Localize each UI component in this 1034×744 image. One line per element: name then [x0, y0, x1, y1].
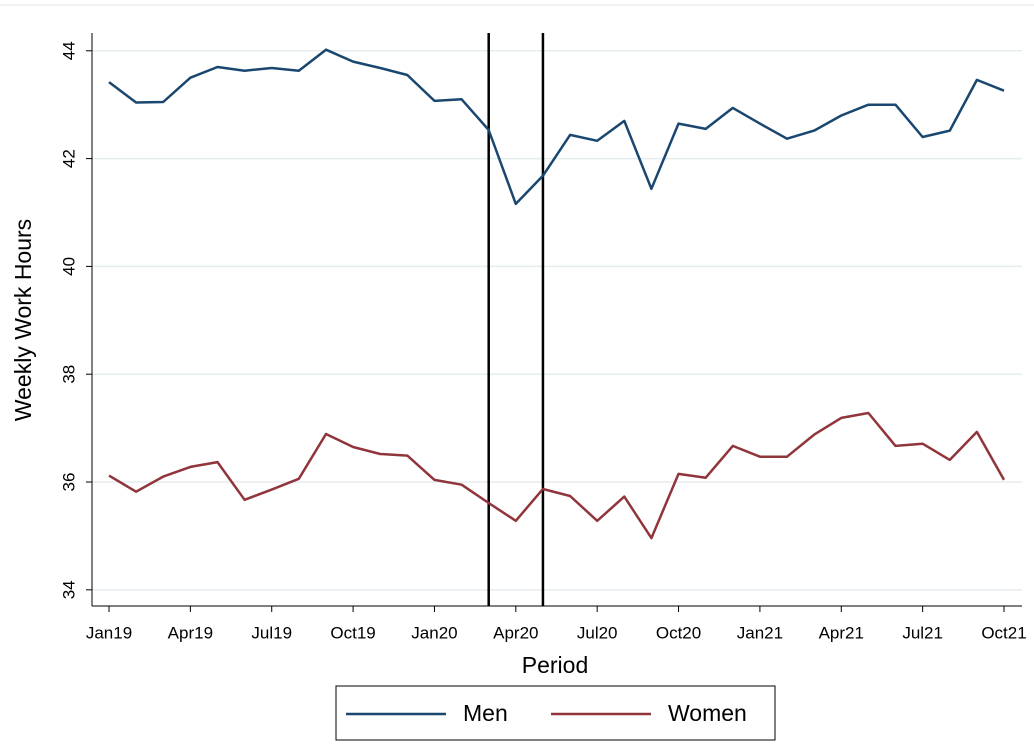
- x-tick-label: Apr20: [493, 623, 538, 642]
- x-tick-label: Jul19: [251, 623, 292, 642]
- y-tick-label: 44: [59, 41, 78, 60]
- legend-label: Men: [463, 700, 508, 726]
- legend-label: Women: [668, 700, 747, 726]
- x-tick-label: Oct20: [656, 623, 701, 642]
- x-tick-label: Jul21: [902, 623, 943, 642]
- y-tick-label: 34: [59, 580, 78, 599]
- x-tick-label: Jul20: [577, 623, 618, 642]
- x-tick-label: Jan20: [411, 623, 457, 642]
- y-axis-title: Weekly Work Hours: [10, 219, 36, 421]
- x-tick-label: Jan19: [86, 623, 132, 642]
- x-tick-label: Oct21: [981, 623, 1026, 642]
- y-tick-label: 36: [59, 473, 78, 492]
- y-tick-label: 40: [59, 257, 78, 276]
- x-tick-label: Jan21: [737, 623, 783, 642]
- y-tick-label: 38: [59, 365, 78, 384]
- data-line: [108, 48, 1005, 206]
- x-tick-label: Oct19: [330, 623, 375, 642]
- x-tick-label: Apr21: [819, 623, 864, 642]
- y-tick-label: 42: [59, 149, 78, 168]
- data-line: [108, 411, 1006, 540]
- x-axis-title: Period: [522, 652, 588, 678]
- x-tick-label: Apr19: [168, 623, 213, 642]
